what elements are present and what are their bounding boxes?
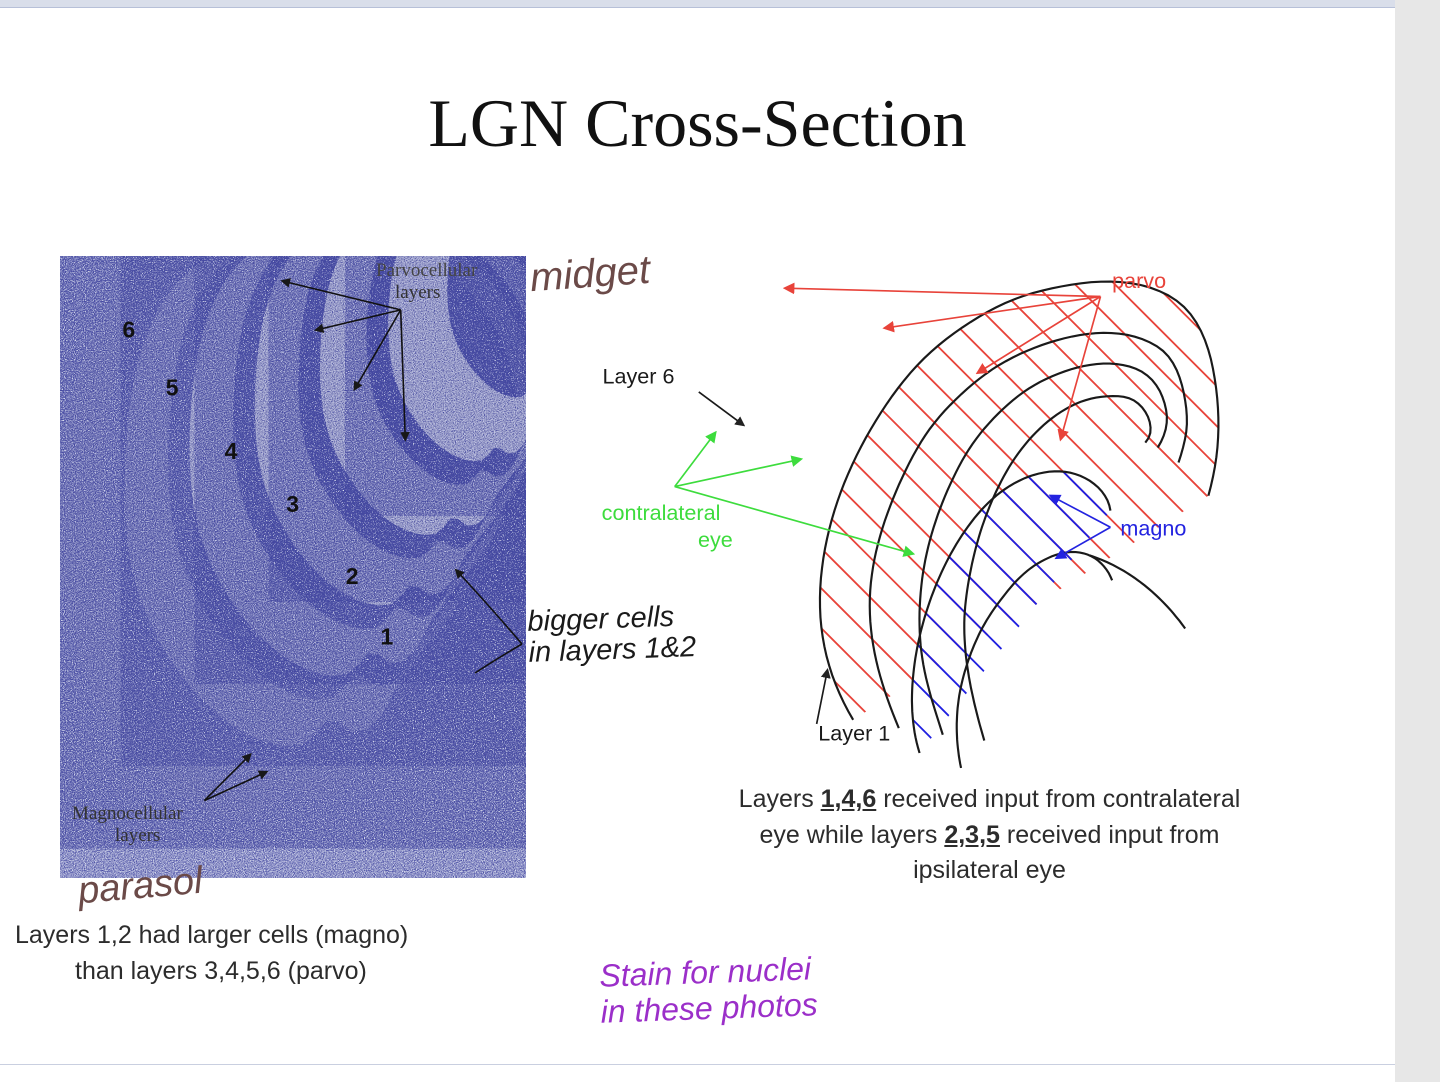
svg-text:3: 3 [286,491,299,517]
svg-text:parvo: parvo [1112,268,1166,293]
svg-text:Layer 6: Layer 6 [602,364,674,389]
svg-text:contralateral: contralateral [602,500,721,525]
svg-text:2: 2 [346,563,359,589]
svg-text:5: 5 [166,374,179,400]
svg-text:6: 6 [122,317,135,343]
svg-text:eye: eye [698,527,733,552]
svg-text:4: 4 [225,438,238,464]
svg-text:layers: layers [395,282,440,303]
svg-text:layers: layers [115,825,160,846]
svg-text:1: 1 [381,624,394,650]
svg-text:Layer 1: Layer 1 [818,721,890,746]
svg-text:magno: magno [1120,516,1186,541]
svg-text:Magnocellular: Magnocellular [72,803,183,824]
svg-text:Parvocellular: Parvocellular [376,260,478,281]
